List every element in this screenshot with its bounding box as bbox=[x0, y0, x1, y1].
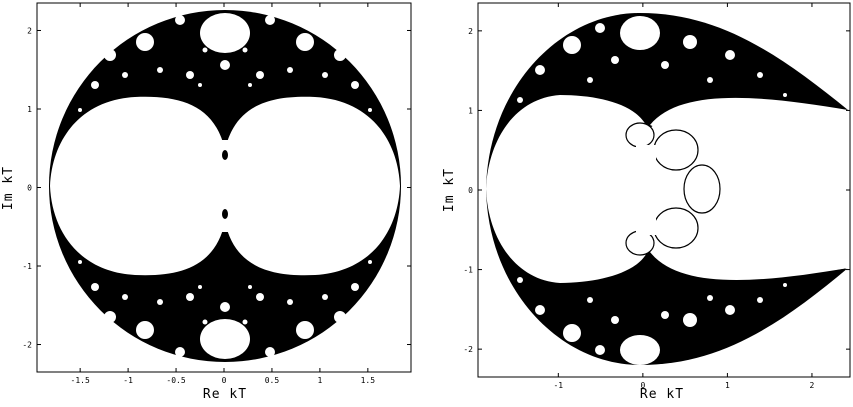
x-tick-label: 0.5 bbox=[265, 376, 280, 385]
y-tick-label: -1 bbox=[22, 262, 32, 271]
x-tick-label: 0 bbox=[640, 381, 645, 390]
x-tick-label: 2 bbox=[810, 381, 815, 390]
x-tick-label: 1 bbox=[725, 381, 730, 390]
x-tick-label: -1 bbox=[553, 381, 563, 390]
y-tick-label: 2 bbox=[468, 27, 473, 36]
x-tick-label: -1.5 bbox=[71, 376, 90, 385]
y-tick-label: -1 bbox=[463, 266, 473, 275]
x-tick-label: -0.5 bbox=[166, 376, 185, 385]
right-y-axis-label: Im kT bbox=[442, 168, 457, 212]
x-tick-label: 1.5 bbox=[361, 376, 376, 385]
y-tick-label: 1 bbox=[468, 106, 473, 115]
y-tick-label: 2 bbox=[27, 26, 32, 35]
y-tick-label: -2 bbox=[463, 345, 473, 354]
right-fractal-region bbox=[486, 13, 848, 365]
left-x-axis-label: Re kT bbox=[203, 387, 247, 402]
left-y-axis-label: Im kT bbox=[1, 166, 16, 210]
x-tick-label: 0 bbox=[222, 376, 227, 385]
right-panel: -1 0 1 2 2 1 0 -1 -2 Re kT Im kT bbox=[442, 2, 851, 402]
left-panel: -1.5 -1 -0.5 0 0.5 1 1.5 2 1 0 -1 -2 Re kT Im kT bbox=[1, 2, 412, 402]
right-x-axis-label: Re kT bbox=[640, 387, 684, 402]
y-tick-label: -2 bbox=[22, 341, 32, 350]
y-tick-label: 1 bbox=[27, 105, 32, 114]
y-tick-label: 0 bbox=[27, 184, 32, 193]
x-tick-label: -1 bbox=[123, 376, 133, 385]
left-fractal-region bbox=[49, 10, 401, 362]
right-axis-ticks: -1 0 1 2 2 1 0 -1 -2 bbox=[463, 3, 850, 390]
x-tick-label: 1 bbox=[317, 376, 322, 385]
y-tick-label: 0 bbox=[468, 186, 473, 195]
left-axis-ticks: -1.5 -1 -0.5 0 0.5 1 1.5 2 1 0 -1 -2 bbox=[22, 3, 411, 385]
